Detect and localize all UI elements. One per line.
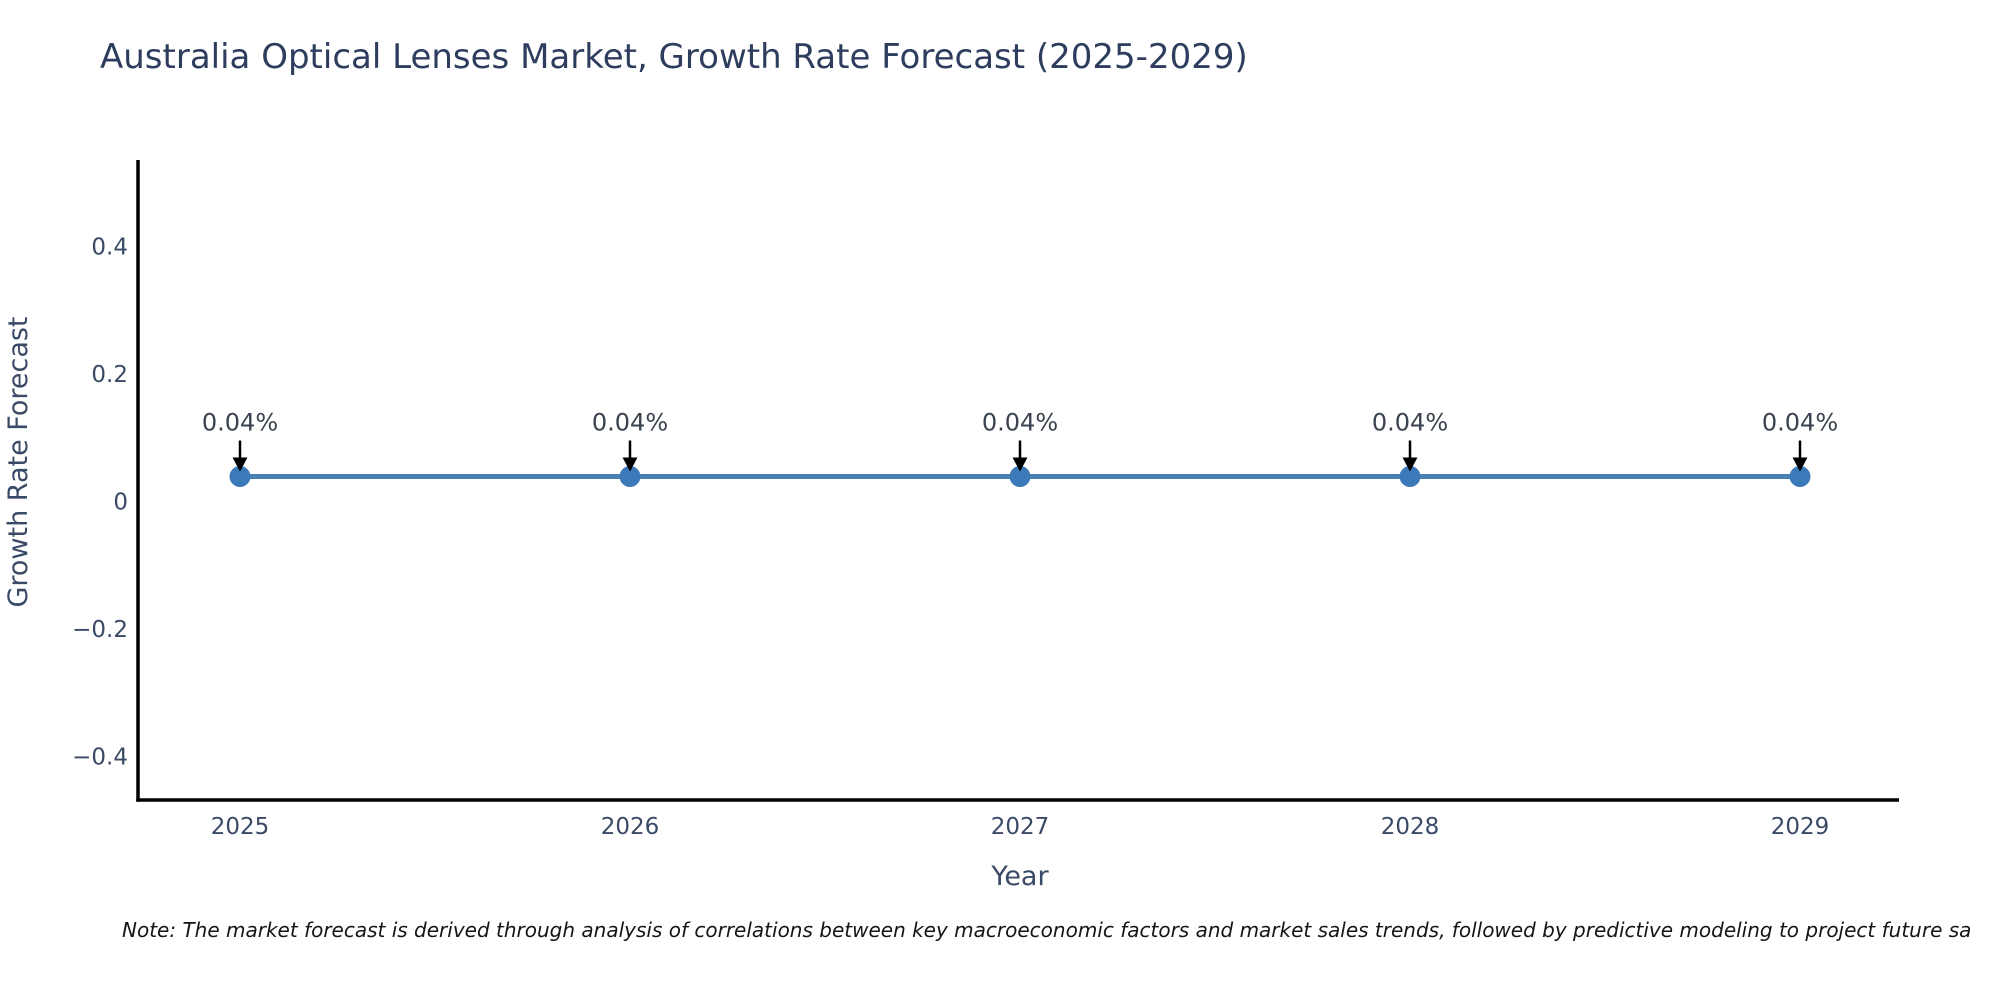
annotation-arrow-head: [232, 457, 248, 472]
x-tick-label: 2026: [601, 814, 660, 840]
annotation-arrow-head: [622, 457, 638, 472]
point-value-label: 0.04%: [1762, 409, 1838, 437]
point-value-label: 0.04%: [592, 409, 668, 437]
point-value-label: 0.04%: [202, 409, 278, 437]
annotation-arrow-head: [1792, 457, 1808, 472]
chart-title: Australia Optical Lenses Market, Growth …: [100, 37, 1248, 77]
x-tick-label: 2029: [1771, 814, 1830, 840]
data-point-marker: [1789, 466, 1811, 487]
data-point-marker: [1399, 466, 1421, 487]
y-tick-label: −0.2: [72, 617, 128, 643]
x-tick-label: 2025: [211, 814, 270, 840]
y-tick-label: 0: [113, 490, 128, 516]
annotation-arrow-head: [1012, 457, 1028, 472]
footnote-text: Note: The market forecast is derived thr…: [122, 918, 1972, 942]
x-tick-label: 2028: [1381, 814, 1440, 840]
x-tick-label: 2027: [991, 814, 1050, 840]
data-point-marker: [1009, 466, 1031, 487]
y-tick-label: −0.4: [72, 745, 128, 771]
data-point-marker: [229, 466, 251, 487]
y-axis-title: Growth Rate Forecast: [3, 316, 34, 607]
annotation-arrow-head: [1402, 457, 1418, 472]
point-value-label: 0.04%: [1372, 409, 1448, 437]
x-axis-title: Year: [990, 861, 1049, 892]
y-tick-label: 0.4: [91, 235, 128, 261]
data-point-marker: [619, 466, 641, 487]
point-value-label: 0.04%: [982, 409, 1058, 437]
y-tick-label: 0.2: [91, 362, 128, 388]
